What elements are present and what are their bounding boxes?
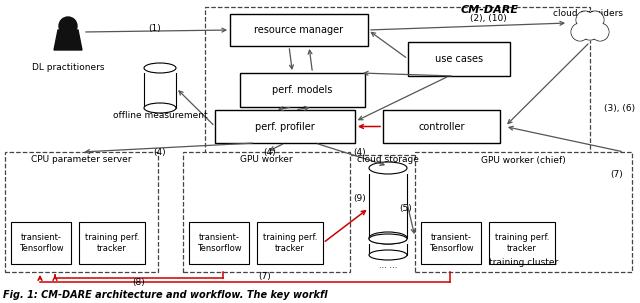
Circle shape — [578, 16, 602, 40]
Text: (7): (7) — [611, 169, 623, 178]
Ellipse shape — [369, 162, 407, 174]
Text: (3), (6): (3), (6) — [604, 104, 636, 112]
Bar — [368, 168, 408, 174]
Text: transient-
Tensorflow: transient- Tensorflow — [19, 233, 63, 253]
FancyBboxPatch shape — [489, 222, 555, 264]
FancyBboxPatch shape — [183, 152, 350, 272]
Circle shape — [591, 24, 609, 41]
Bar — [63, 24, 73, 34]
FancyBboxPatch shape — [383, 110, 500, 143]
FancyBboxPatch shape — [79, 222, 145, 264]
FancyBboxPatch shape — [205, 7, 590, 155]
FancyBboxPatch shape — [240, 73, 365, 107]
Text: perf. models: perf. models — [272, 85, 333, 95]
Text: use cases: use cases — [435, 54, 483, 64]
FancyBboxPatch shape — [11, 222, 71, 264]
FancyBboxPatch shape — [408, 42, 510, 76]
Circle shape — [577, 12, 593, 28]
Text: (7): (7) — [259, 272, 271, 281]
Circle shape — [586, 12, 604, 28]
Circle shape — [59, 17, 77, 35]
Ellipse shape — [369, 234, 407, 244]
Text: DL practitioners: DL practitioners — [32, 64, 104, 72]
Text: (8): (8) — [132, 278, 145, 288]
Circle shape — [579, 16, 602, 39]
FancyBboxPatch shape — [189, 222, 249, 264]
FancyBboxPatch shape — [215, 110, 355, 143]
Text: (9): (9) — [354, 194, 366, 202]
Ellipse shape — [144, 63, 176, 73]
Text: ... ...: ... ... — [379, 261, 397, 269]
Text: GPU worker (chief): GPU worker (chief) — [481, 155, 566, 165]
Text: (4): (4) — [354, 148, 366, 157]
Bar — [143, 68, 177, 73]
Text: CM-DARE: CM-DARE — [461, 5, 519, 15]
FancyBboxPatch shape — [230, 14, 368, 46]
Text: training perf.
tracker: training perf. tracker — [263, 233, 317, 253]
Ellipse shape — [369, 232, 407, 244]
Text: transient-
Tensorflow: transient- Tensorflow — [429, 233, 474, 253]
Bar — [369, 239, 407, 255]
Text: CPU parameter server: CPU parameter server — [31, 155, 132, 165]
Text: offline measurement: offline measurement — [113, 112, 207, 121]
Text: cloud storage: cloud storage — [357, 155, 419, 165]
Text: transient-
Tensorflow: transient- Tensorflow — [196, 233, 241, 253]
Bar — [369, 168, 407, 238]
Circle shape — [586, 11, 604, 29]
Text: (4): (4) — [154, 148, 166, 157]
FancyBboxPatch shape — [257, 222, 323, 264]
Circle shape — [572, 24, 589, 41]
Polygon shape — [54, 30, 82, 50]
Text: controller: controller — [419, 122, 465, 132]
Text: training cluster: training cluster — [489, 258, 558, 267]
FancyBboxPatch shape — [5, 152, 158, 272]
Text: perf. profiler: perf. profiler — [255, 122, 315, 132]
Bar — [144, 68, 176, 108]
Text: (1): (1) — [148, 24, 161, 32]
Text: Fig. 1: CM-DARE architecture and workflow. The key workfl: Fig. 1: CM-DARE architecture and workflo… — [3, 290, 328, 300]
Text: (2), (10): (2), (10) — [470, 14, 507, 22]
Text: (4): (4) — [264, 148, 276, 157]
Ellipse shape — [144, 103, 176, 113]
FancyBboxPatch shape — [415, 152, 632, 272]
Circle shape — [571, 23, 589, 41]
Ellipse shape — [369, 250, 407, 260]
Circle shape — [576, 11, 594, 29]
Text: training perf.
tracker: training perf. tracker — [84, 233, 140, 253]
Text: training perf.
tracker: training perf. tracker — [495, 233, 549, 253]
Text: (5): (5) — [399, 204, 412, 212]
Text: cloud providers: cloud providers — [553, 9, 623, 18]
Circle shape — [591, 23, 609, 41]
Bar — [368, 239, 408, 244]
Text: GPU worker: GPU worker — [240, 155, 293, 165]
FancyBboxPatch shape — [421, 222, 481, 264]
Text: resource manager: resource manager — [255, 25, 344, 35]
